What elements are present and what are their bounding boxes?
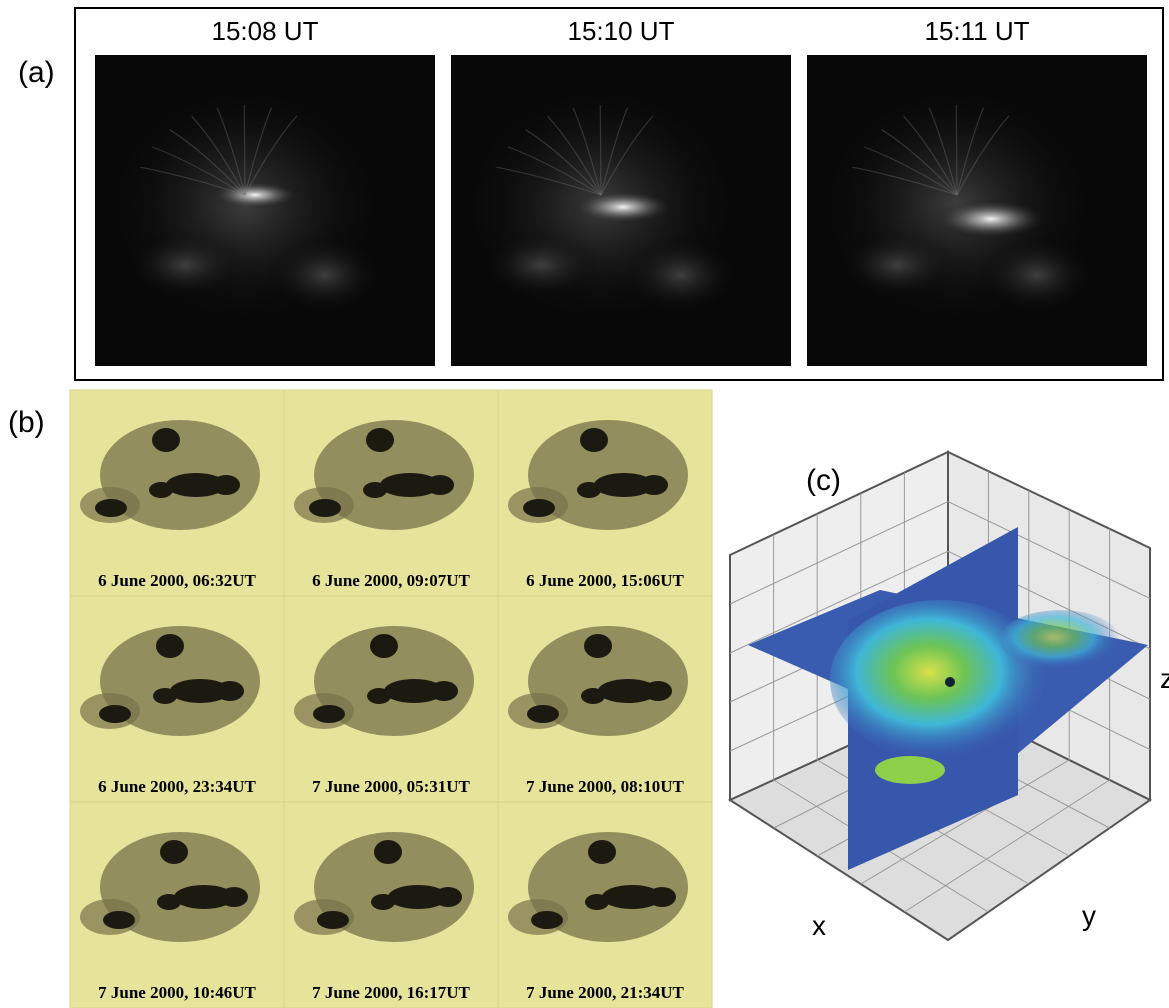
umbra bbox=[531, 911, 563, 929]
frame-time: 15:08 UT bbox=[212, 16, 319, 46]
haze bbox=[837, 230, 957, 300]
umbra bbox=[648, 887, 676, 907]
axis-label: x bbox=[812, 910, 826, 941]
umbra bbox=[103, 911, 135, 929]
umbra bbox=[363, 482, 387, 498]
panel-label: (c) bbox=[806, 464, 841, 497]
euv-image bbox=[807, 55, 1147, 366]
haze bbox=[977, 235, 1097, 315]
umbra bbox=[220, 887, 248, 907]
haze bbox=[265, 235, 385, 315]
umbra bbox=[157, 894, 181, 910]
figure: (a) (b) (c) 15:08 UT 15:10 UT 15:11 UT 6 Ju… bbox=[0, 0, 1169, 1008]
flare bbox=[210, 181, 300, 209]
loop bbox=[244, 105, 245, 195]
axis-label: y bbox=[1082, 900, 1096, 931]
frame-caption: 7 June 2000, 21:34UT bbox=[526, 983, 684, 1002]
frame-caption: 7 June 2000, 05:31UT bbox=[312, 777, 470, 796]
euv-image bbox=[95, 55, 435, 366]
umbra bbox=[584, 634, 612, 658]
umbra bbox=[156, 634, 184, 658]
umbra bbox=[212, 475, 240, 495]
center bbox=[945, 677, 955, 687]
frame-caption: 6 June 2000, 23:34UT bbox=[98, 777, 256, 796]
umbra bbox=[95, 499, 127, 517]
loop bbox=[600, 105, 601, 195]
frame-caption: 7 June 2000, 16:17UT bbox=[312, 983, 470, 1002]
umbra bbox=[313, 705, 345, 723]
umbra bbox=[160, 840, 188, 864]
umbra bbox=[430, 681, 458, 701]
umbra bbox=[588, 840, 616, 864]
umbra bbox=[527, 705, 559, 723]
umbra bbox=[585, 894, 609, 910]
flare bbox=[572, 190, 674, 224]
axis-label: z bbox=[1160, 663, 1169, 694]
loop bbox=[956, 105, 957, 195]
umbra bbox=[153, 688, 177, 704]
haze bbox=[481, 230, 601, 300]
frame-time: 15:11 UT bbox=[924, 16, 1029, 46]
field bbox=[875, 756, 945, 784]
umbra bbox=[640, 475, 668, 495]
euv-image bbox=[451, 55, 791, 366]
frame-time: 15:10 UT bbox=[568, 16, 675, 46]
umbra bbox=[149, 482, 173, 498]
flare bbox=[934, 199, 1048, 239]
field bbox=[1000, 610, 1120, 670]
umbra bbox=[309, 499, 341, 517]
frame-caption: 7 June 2000, 08:10UT bbox=[526, 777, 684, 796]
frame-caption: 6 June 2000, 06:32UT bbox=[98, 571, 256, 590]
umbra bbox=[523, 499, 555, 517]
umbra bbox=[580, 428, 608, 452]
frame-caption: 7 June 2000, 10:46UT bbox=[98, 983, 256, 1002]
umbra bbox=[370, 634, 398, 658]
umbra bbox=[367, 688, 391, 704]
umbra bbox=[644, 681, 672, 701]
panel-label: (b) bbox=[8, 406, 45, 439]
umbra bbox=[426, 475, 454, 495]
umbra bbox=[374, 840, 402, 864]
umbra bbox=[99, 705, 131, 723]
umbra bbox=[152, 428, 180, 452]
frame-caption: 6 June 2000, 09:07UT bbox=[312, 571, 470, 590]
haze bbox=[621, 235, 741, 315]
frame-caption: 6 June 2000, 15:06UT bbox=[526, 571, 684, 590]
umbra bbox=[577, 482, 601, 498]
haze bbox=[125, 230, 245, 300]
umbra bbox=[317, 911, 349, 929]
simulation-cube bbox=[730, 452, 1150, 940]
umbra bbox=[366, 428, 394, 452]
umbra bbox=[371, 894, 395, 910]
umbra bbox=[581, 688, 605, 704]
umbra bbox=[216, 681, 244, 701]
umbra bbox=[434, 887, 462, 907]
panel-label: (a) bbox=[18, 56, 55, 89]
